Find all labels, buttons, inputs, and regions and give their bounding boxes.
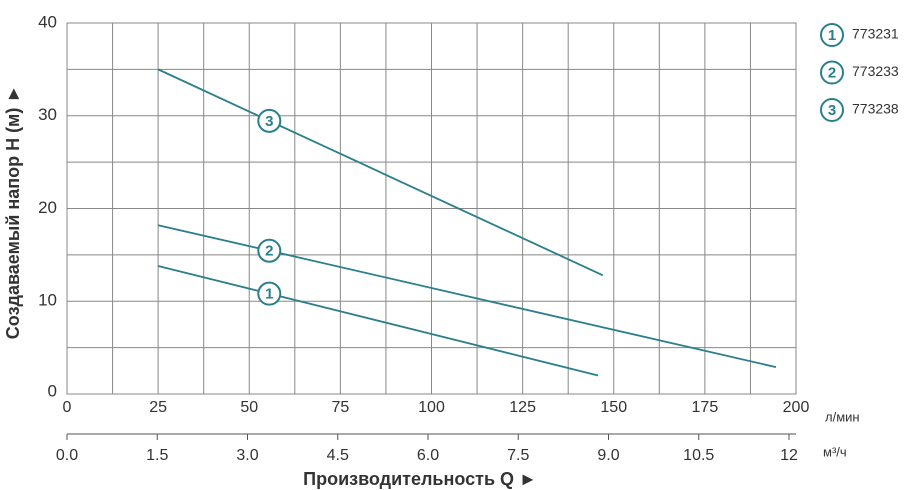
x-tick-label: 75 [331, 399, 349, 416]
x-tick-label: 100 [418, 399, 445, 416]
x2-unit: м³/ч [823, 444, 847, 459]
x-tick-label: 25 [149, 399, 167, 416]
x-tick-label: 175 [692, 399, 719, 416]
legend-label: 773238 [852, 101, 899, 117]
series-line [157, 265, 599, 377]
x2-tick-label: 12 [780, 447, 798, 464]
x2-tick-label: 3.0 [236, 447, 258, 464]
x2-tick-label: 10.5 [683, 447, 714, 464]
x2-tick-label: 1.5 [146, 447, 168, 464]
x-tick-label: 125 [509, 399, 536, 416]
legend-marker [820, 98, 844, 122]
x2-tick-label: 4.5 [327, 447, 349, 464]
line-label [257, 281, 282, 306]
x2-tick-label: 9.0 [597, 447, 619, 464]
x-tick-label: 150 [600, 399, 627, 416]
x-tick-label: 50 [240, 399, 258, 416]
legend-marker-text: 1 [828, 27, 836, 44]
line-label [257, 238, 282, 263]
line-label-text: 1 [265, 286, 273, 303]
legend-label: 773231 [852, 26, 899, 42]
line-label-text: 2 [265, 243, 273, 260]
line-label-text: 3 [265, 113, 273, 130]
y-tick-label: 20 [38, 198, 57, 217]
x2-tick-label: 6.0 [417, 447, 439, 464]
legend-marker-text: 2 [828, 64, 836, 81]
y-tick-label: 0 [48, 381, 57, 400]
y-tick-label: 30 [38, 105, 57, 124]
x2-tick-label: 0.0 [56, 447, 78, 464]
x2-tick-label: 7.5 [507, 447, 529, 464]
y-axis-title: Создаваемый напор H (м) ► [3, 85, 23, 339]
legend-marker [820, 60, 844, 85]
y-tick-label: 40 [38, 12, 57, 31]
legend-marker-text: 3 [828, 102, 836, 119]
x-tick-label: 200 [783, 399, 810, 416]
line-label [257, 108, 282, 133]
series-line [157, 224, 777, 368]
x-unit: л/мин [825, 409, 860, 424]
legend-label: 773233 [852, 63, 899, 79]
y-tick-label: 10 [38, 291, 57, 310]
x-tick-label: 0 [63, 399, 72, 416]
x-axis-title: Производительность Q ► [303, 469, 537, 489]
legend-marker [820, 23, 844, 47]
series-line [157, 68, 604, 277]
